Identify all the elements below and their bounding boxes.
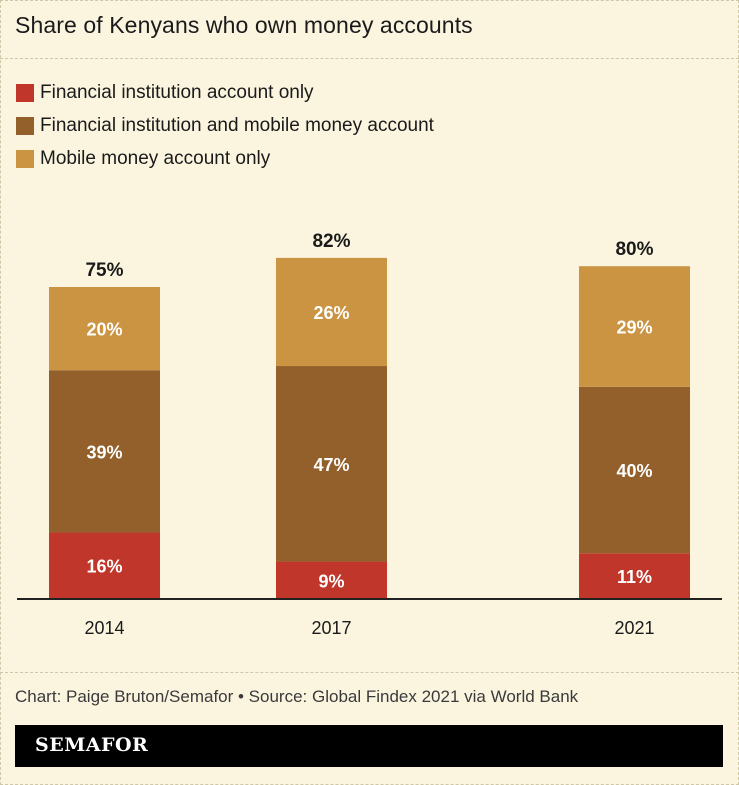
legend-swatch-fi-only (16, 83, 34, 102)
legend: Financial institution account only Finan… (16, 76, 434, 175)
segment-label-2021-fi-and-mobile: 40% (616, 461, 652, 481)
chart-title: Share of Kenyans who own money accounts (15, 12, 473, 38)
bar-2021-mobile-only (579, 266, 690, 387)
total-label-2014: 75% (85, 260, 123, 281)
source-note: Chart: Paige Bruton/Semafor • Source: Gl… (15, 687, 579, 706)
bar-2017-fi-only (276, 561, 387, 599)
bar-2014-mobile-only (49, 287, 160, 371)
bar-2017-mobile-only (276, 257, 387, 367)
legend-item-mobile-only: Mobile money account only (16, 142, 434, 175)
legend-label-fi-and-mobile: Financial institution and mobile money a… (40, 114, 434, 136)
legend-swatch-fi-and-mobile (16, 116, 34, 135)
legend-label-fi-only: Financial institution account only (40, 81, 314, 103)
legend-swatch-mobile-only (16, 149, 34, 168)
bar-2021-fi-and-mobile (579, 386, 690, 554)
stacked-bar-chart: 16% 39% 20% 75% 2014 9% 47% 26% 82% 2017 11% 40% 29%… (17, 231, 722, 638)
header-divider (0, 58, 739, 59)
bar-2021-fi-only (579, 553, 690, 599)
bar-2017-fi-and-mobile (276, 366, 387, 562)
legend-item-fi-only: Financial institution account only (16, 76, 434, 109)
segment-label-2014-fi-only: 16% (86, 557, 122, 577)
segment-label-2014-mobile-only: 20% (86, 320, 122, 340)
brand-bar: SEMAFOR (15, 725, 723, 767)
segment-label-2014-fi-and-mobile: 39% (86, 442, 122, 462)
legend-item-fi-and-mobile: Financial institution and mobile money a… (16, 109, 434, 142)
segment-label-2021-mobile-only: 29% (616, 318, 652, 338)
segment-label-2017-mobile-only: 26% (313, 303, 349, 323)
footer-divider (0, 672, 739, 673)
category-label-2021: 2021 (614, 618, 654, 638)
brand-logo: SEMAFOR (35, 734, 149, 756)
total-label-2021: 80% (615, 239, 653, 260)
bar-2014-fi-and-mobile (49, 370, 160, 533)
category-label-2017: 2017 (311, 618, 351, 638)
segment-label-2017-fi-and-mobile: 47% (313, 455, 349, 475)
legend-label-mobile-only: Mobile money account only (40, 147, 271, 169)
bar-2014-fi-only (49, 532, 160, 599)
total-label-2017: 82% (312, 231, 350, 252)
segment-label-2017-fi-only: 9% (318, 571, 344, 591)
segment-label-2021-fi-only: 11% (617, 567, 652, 587)
category-label-2014: 2014 (84, 618, 124, 638)
